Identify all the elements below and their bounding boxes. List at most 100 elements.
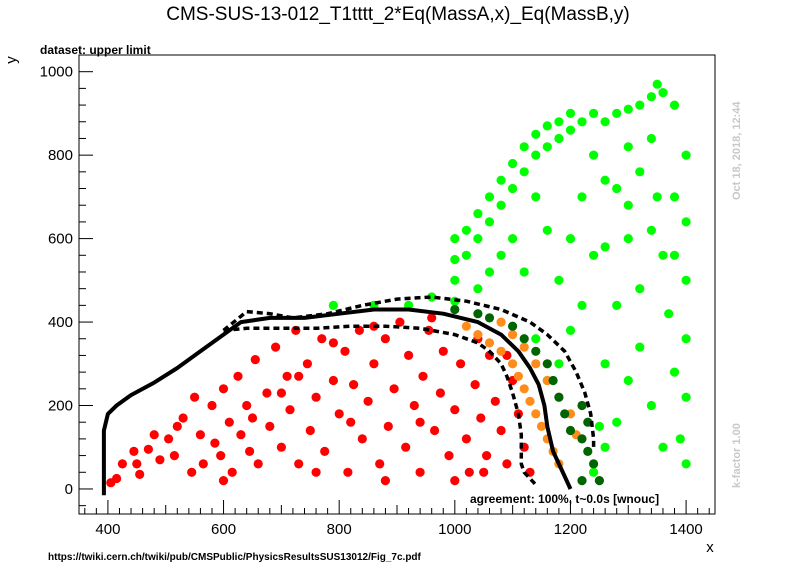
data-point bbox=[198, 459, 208, 469]
data-point bbox=[450, 254, 460, 265]
data-point bbox=[450, 275, 460, 285]
data-point bbox=[623, 142, 633, 152]
data-point bbox=[507, 330, 518, 340]
data-point bbox=[438, 346, 448, 356]
data-point bbox=[635, 284, 645, 294]
data-point bbox=[415, 417, 425, 427]
data-point bbox=[623, 234, 633, 244]
data-point bbox=[646, 133, 657, 144]
kfactor-label: k-factor 1.00 bbox=[731, 423, 743, 488]
data-point bbox=[554, 392, 564, 402]
data-point bbox=[473, 284, 483, 294]
data-point bbox=[418, 371, 428, 381]
data-point bbox=[276, 388, 286, 398]
data-point bbox=[242, 400, 252, 411]
data-point bbox=[250, 355, 260, 365]
data-point bbox=[450, 476, 460, 486]
data-point bbox=[334, 409, 344, 419]
data-point bbox=[496, 346, 506, 356]
data-point bbox=[247, 413, 258, 423]
data-point bbox=[565, 108, 576, 118]
data-point bbox=[577, 192, 587, 202]
data-point bbox=[531, 150, 541, 160]
data-point bbox=[415, 467, 425, 477]
data-point bbox=[612, 108, 622, 118]
data-point bbox=[531, 192, 541, 202]
data-point bbox=[589, 459, 599, 469]
data-point bbox=[409, 400, 419, 411]
plot-frame bbox=[78, 54, 716, 515]
data-point bbox=[507, 321, 518, 331]
data-point bbox=[473, 330, 483, 340]
data-point bbox=[117, 459, 127, 469]
source-url: https://twiki.cern.ch/twiki/pub/CMSPubli… bbox=[48, 552, 422, 563]
data-point bbox=[132, 459, 142, 469]
data-point bbox=[484, 313, 495, 323]
data-point bbox=[317, 334, 327, 344]
data-point bbox=[519, 334, 529, 344]
data-point bbox=[427, 292, 437, 302]
data-point bbox=[583, 417, 593, 427]
data-point bbox=[218, 384, 229, 394]
data-point bbox=[294, 371, 304, 381]
data-point bbox=[262, 388, 272, 398]
data-point bbox=[430, 425, 440, 436]
data-point bbox=[560, 409, 570, 419]
exclusion-curve-band bbox=[222, 295, 596, 448]
data-point bbox=[635, 167, 645, 177]
data-point bbox=[612, 300, 622, 310]
data-point bbox=[470, 380, 480, 390]
y-tick-label: 600 bbox=[48, 231, 73, 248]
data-point bbox=[507, 158, 518, 169]
data-point bbox=[479, 467, 489, 477]
data-point bbox=[484, 338, 495, 348]
data-point bbox=[253, 459, 263, 469]
y-tick-label: 200 bbox=[48, 398, 73, 415]
data-point bbox=[519, 384, 529, 394]
data-point bbox=[245, 446, 255, 456]
data-point bbox=[383, 421, 393, 431]
data-point bbox=[658, 88, 668, 98]
data-point bbox=[427, 313, 437, 323]
data-point bbox=[577, 300, 587, 310]
data-point bbox=[531, 409, 541, 419]
data-point bbox=[149, 430, 159, 440]
data-point bbox=[646, 92, 657, 102]
data-point bbox=[375, 459, 385, 469]
data-point bbox=[542, 359, 552, 369]
data-point bbox=[473, 234, 483, 244]
data-point bbox=[482, 451, 492, 461]
data-point bbox=[583, 446, 593, 456]
data-point bbox=[401, 442, 411, 452]
data-point bbox=[542, 225, 552, 235]
x-tick-label: 1000 bbox=[438, 521, 471, 538]
data-point bbox=[496, 317, 506, 327]
data-point bbox=[276, 442, 286, 452]
data-point bbox=[207, 400, 217, 411]
data-point bbox=[218, 476, 229, 486]
data-point bbox=[502, 459, 512, 469]
data-point bbox=[658, 442, 668, 452]
data-point bbox=[450, 234, 460, 244]
data-point bbox=[369, 359, 379, 369]
y-tick-label: 800 bbox=[48, 147, 73, 164]
y-tick-label: 0 bbox=[65, 481, 73, 498]
data-point bbox=[507, 359, 518, 369]
data-point bbox=[548, 375, 558, 386]
agreement-annotation: agreement: 100%, t~0.0s [wnouc] bbox=[470, 492, 659, 506]
data-point bbox=[490, 396, 500, 406]
data-point bbox=[542, 121, 552, 131]
data-point bbox=[195, 430, 205, 440]
data-point bbox=[357, 434, 367, 444]
data-point bbox=[285, 405, 295, 415]
data-point bbox=[282, 371, 292, 381]
data-point bbox=[589, 150, 599, 160]
data-point bbox=[294, 459, 304, 469]
data-point bbox=[496, 200, 506, 210]
data-point bbox=[236, 430, 246, 440]
data-point bbox=[389, 384, 399, 394]
data-point bbox=[531, 129, 541, 139]
data-point bbox=[395, 317, 405, 327]
data-point bbox=[343, 467, 353, 477]
data-point bbox=[380, 476, 390, 486]
